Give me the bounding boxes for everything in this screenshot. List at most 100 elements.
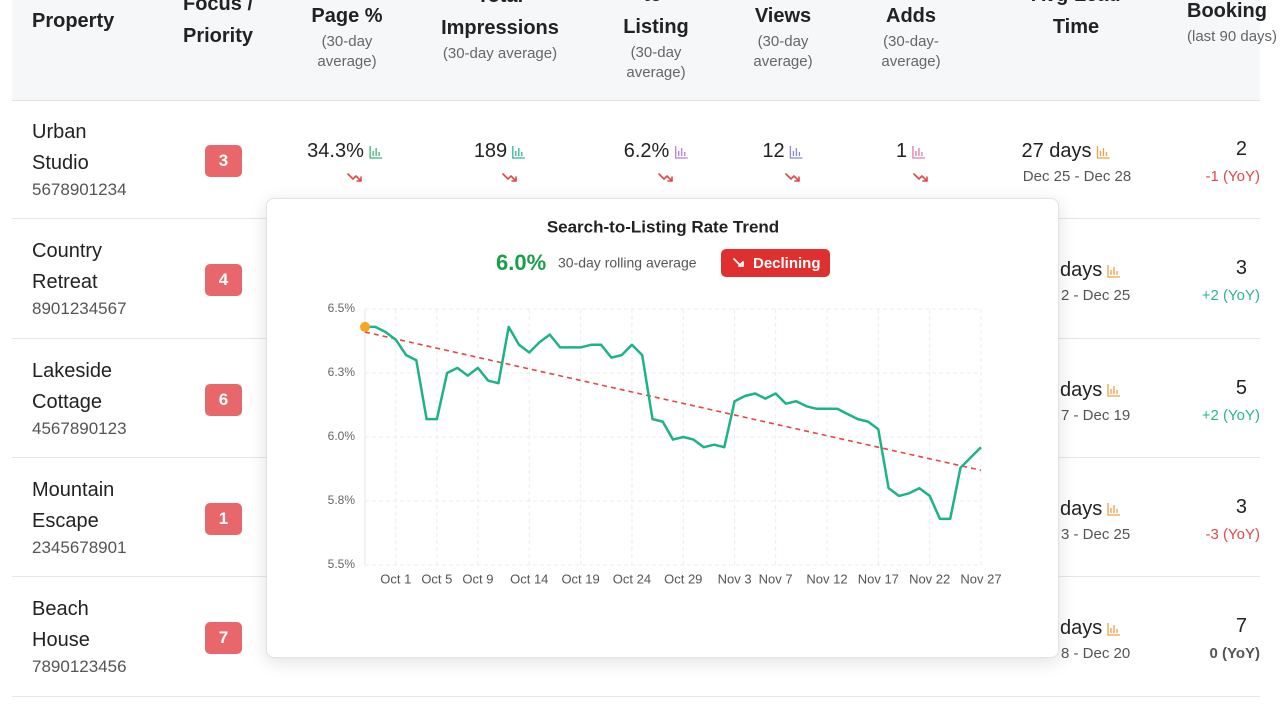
metric-cell: 6.2% <box>624 140 689 163</box>
mini-chart-icon <box>1107 384 1121 397</box>
header-subtitle: (last 90 days) <box>1187 28 1278 45</box>
icon-shape <box>1107 384 1121 397</box>
mini-chart-icon <box>912 145 926 159</box>
header-title: Total Impressions <box>441 0 559 39</box>
y-tick-label: 5.8% <box>328 493 356 507</box>
header-cell: Total Impressions (30-day average) <box>435 0 565 64</box>
metric-cell: 1 <box>896 140 926 163</box>
trend-down-icon <box>658 173 673 182</box>
property-name: Beach House <box>32 598 90 652</box>
metric-value: 12 <box>762 140 785 162</box>
line-series <box>365 325 982 521</box>
table-header-bg <box>12 0 1260 101</box>
mini-chart-icon <box>674 145 688 159</box>
icon-shape <box>912 145 926 159</box>
header-subtitle: (30-day-average) <box>881 33 941 70</box>
bookings-value: 3 <box>1235 495 1247 518</box>
y-tick-label: 6.0% <box>328 429 356 443</box>
trend-down-icon <box>785 173 800 182</box>
header-subtitle: (30-day average) <box>753 33 813 70</box>
lead-time-value: days <box>1060 497 1103 520</box>
header-subtitle: (30-day average) <box>317 33 377 70</box>
icon-shape <box>913 173 928 182</box>
priority-badge: 3 <box>205 145 242 177</box>
property-name: Country Retreat <box>32 240 103 294</box>
mini-chart-icon <box>1107 264 1121 278</box>
lead-time-value: days <box>1060 378 1103 401</box>
header-cell: Adds (30-day-average) <box>866 0 956 72</box>
mini-chart-icon <box>789 145 803 159</box>
y-tick-label: 6.3% <box>328 365 356 379</box>
mini-chart-icon <box>512 145 526 159</box>
lead-dates: 7 - Dec 19 <box>1061 406 1131 424</box>
x-tick-label: Nov 12 <box>806 571 847 586</box>
header-cell: Focus / Priority <box>173 0 263 52</box>
x-tick-label: Oct 19 <box>561 571 599 586</box>
header-cell: Property <box>32 5 182 37</box>
lead-dates: 2 - Dec 25 <box>1061 287 1131 305</box>
icon-shape <box>1107 264 1121 278</box>
headline-note: 30-day rolling average <box>558 255 697 271</box>
metric-value: 1 <box>895 140 908 162</box>
icon-shape <box>502 173 517 182</box>
row-divider <box>12 695 1260 697</box>
trend-down-icon <box>913 173 928 182</box>
bookings-yoy: 0 (YoY) <box>1209 645 1260 663</box>
priority-badge: 1 <box>205 502 242 535</box>
x-tick-label: Oct 24 <box>613 571 651 586</box>
header-cell: Avg Lead Time <box>1026 0 1126 43</box>
icon-shape <box>674 145 688 159</box>
lead-time-value: 27 days <box>1021 140 1092 162</box>
x-tick-label: Nov 27 <box>960 571 1001 586</box>
trend-down-icon <box>502 173 517 182</box>
header-subtitle: (30-day average) <box>442 45 558 62</box>
bookings-value: 2 <box>1235 138 1247 160</box>
header-title: Adds <box>886 5 936 27</box>
bookings-yoy: -1 (YoY) <box>1205 168 1260 185</box>
x-tick-label: Oct 29 <box>664 571 702 586</box>
icon-shape <box>347 173 362 182</box>
headline-value: 6.0% <box>496 250 546 275</box>
header-cell: Page % (30-day average) <box>297 0 397 72</box>
header-title: Property <box>32 10 115 32</box>
icon-shape <box>1096 145 1110 159</box>
lead-time: days <box>1060 259 1121 282</box>
lead-time: days <box>1060 498 1121 521</box>
mini-chart-icon <box>369 145 382 159</box>
metric-value: 34.3% <box>307 140 364 162</box>
header-subtitle: (30-day average) <box>626 44 686 81</box>
property-id: 2345678901 <box>32 537 127 557</box>
x-tick-label: Nov 17 <box>858 571 899 586</box>
lead-dates: 3 - Dec 25 <box>1061 525 1131 543</box>
property-id: 7890123456 <box>32 657 127 677</box>
priority-badge: 7 <box>205 622 242 655</box>
x-tick-label: Oct 5 <box>421 571 452 586</box>
x-tick-label: Oct 14 <box>510 571 548 586</box>
bookings-yoy: -3 (YoY) <box>1205 525 1260 543</box>
lead-time: days <box>1060 379 1121 402</box>
x-tick-label: Nov 22 <box>909 571 950 586</box>
chart-title: Search-to-Listing Rate Trend <box>547 217 779 236</box>
header-cell: to-Listing (30-day average) <box>616 0 696 83</box>
icon-shape <box>369 145 382 159</box>
mini-chart-icon <box>1096 145 1110 159</box>
header-title: Views <box>754 5 812 27</box>
lead-time: days <box>1060 617 1121 640</box>
priority-badge: 6 <box>205 383 242 416</box>
property-name: Mountain Escape <box>32 478 115 532</box>
header-title: to-Listing <box>623 0 689 38</box>
property-id: 4567890123 <box>32 418 127 438</box>
header-title: Page % <box>311 5 383 27</box>
y-tick-label: 6.5% <box>328 301 356 315</box>
metric-value: 6.2% <box>623 140 670 162</box>
icon-shape <box>658 173 673 182</box>
x-tick-label: Nov 7 <box>759 571 793 586</box>
bookings-value: 3 <box>1235 257 1247 280</box>
metric-cell: 189 <box>474 140 526 163</box>
bookings-value: 7 <box>1235 615 1247 638</box>
trend-popup: Search-to-Listing Rate Trend 6.0% 30-day r… <box>266 198 1059 658</box>
metric-cell: 12 <box>762 140 803 163</box>
priority-badge: 4 <box>205 264 242 297</box>
